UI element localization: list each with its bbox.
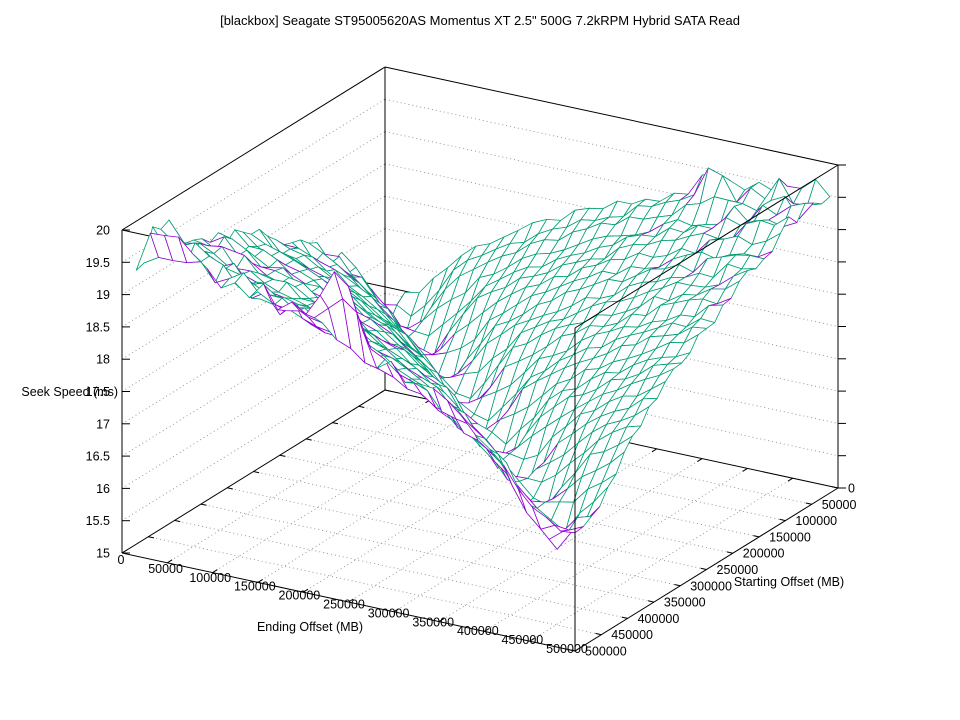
x-tick-label: 250000 xyxy=(323,598,365,612)
z-tick-label: 18.5 xyxy=(86,320,110,334)
x-tick-label: 400000 xyxy=(457,624,499,638)
x-axis-label: Ending Offset (MB) xyxy=(256,620,364,634)
z-tick-label: 16 xyxy=(96,482,110,496)
z-tick-label: 17 xyxy=(96,417,110,431)
x-tick-label: 150000 xyxy=(234,580,276,594)
plot-title: [blackbox] Seagate ST95005620AS Momentus… xyxy=(220,13,740,28)
y-tick-label: 250000 xyxy=(717,563,759,577)
y-tick-label: 300000 xyxy=(690,579,732,593)
x-tick-label: 50000 xyxy=(148,562,183,576)
x-tick-label: 350000 xyxy=(412,615,454,629)
z-tick-label: 15.5 xyxy=(86,514,110,528)
y-axis-label: Starting Offset (MB) xyxy=(733,575,845,589)
z-tick-label: 19.5 xyxy=(86,256,110,270)
z-tick-label: 15 xyxy=(96,547,110,561)
y-tick-label: 400000 xyxy=(638,612,680,626)
y-tick-label: 500000 xyxy=(585,645,627,659)
x-tick-label: 500000 xyxy=(546,642,588,656)
z-tick-label: 17.5 xyxy=(86,385,110,399)
y-tick-label: 200000 xyxy=(743,547,785,561)
x-tick-label: 100000 xyxy=(189,571,231,585)
plot-box-front xyxy=(121,164,846,652)
z-axis-label: Seek Speed (ms) xyxy=(21,385,118,399)
z-tick-label: 16.5 xyxy=(86,450,110,464)
z-tick-label: 19 xyxy=(96,288,110,302)
z-tick-label: 18 xyxy=(96,353,110,367)
z-tick-label: 20 xyxy=(96,224,110,238)
y-tick-label: 150000 xyxy=(769,530,811,544)
y-tick-label: 450000 xyxy=(611,628,653,642)
x-tick-label: 300000 xyxy=(368,606,410,620)
y-tick-label: 100000 xyxy=(795,514,837,528)
x-tick-label: 0 xyxy=(118,553,125,567)
wireframe-surface xyxy=(135,167,831,550)
y-tick-label: 350000 xyxy=(664,596,706,610)
tick-labels: 15 15.5 16 16.5 17 17.5 18 18.5 19 19.5 20 0 50000 10… xyxy=(86,224,857,659)
x-tick-label: 450000 xyxy=(502,633,544,647)
y-tick-label: 0 xyxy=(848,482,855,496)
x-tick-label: 200000 xyxy=(279,589,321,603)
y-tick-label: 50000 xyxy=(822,498,857,512)
